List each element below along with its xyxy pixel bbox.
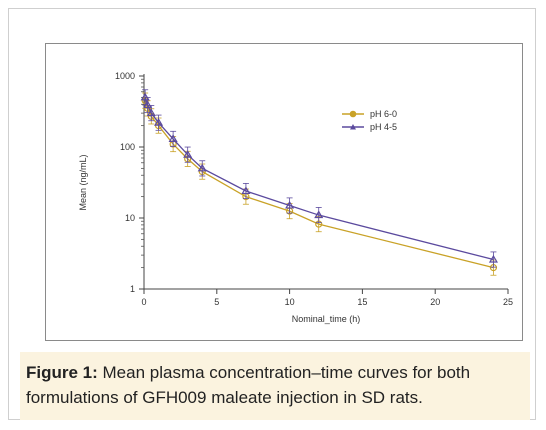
series-2 [140,89,498,268]
series-line [144,97,494,261]
y-tick-label: 10 [125,213,135,223]
data-point [140,92,150,101]
y-tick-label: 1 [130,284,135,294]
x-tick-label: 15 [357,297,367,307]
y-tick-label: 1000 [115,71,135,81]
data-point [488,254,498,263]
legend-label: pH 4-5 [370,122,397,132]
series-line [144,100,494,269]
legend-marker [350,124,356,130]
data-point [168,134,178,142]
y-tick-label: 100 [120,142,135,152]
plot-frame: 1 10 100 1000 0 5 10 15 20 25 Nominal_time (h) Mean… [45,43,523,341]
x-tick-label: 20 [430,297,440,307]
x-axis-label: Nominal_time (h) [292,314,361,324]
series-1 [141,92,498,276]
legend-label: pH 6-0 [370,109,397,119]
data-point [183,149,193,158]
data-point [143,100,153,109]
y-axis-label: Mean (ng/mL) [78,154,88,210]
caption-text: Mean plasma concentration–time curves fo… [26,363,471,407]
data-point [314,210,324,219]
x-tick-label: 0 [141,297,146,307]
x-tick-label: 25 [503,297,513,307]
data-point [285,200,295,209]
legend-marker [349,110,357,118]
chart: 1 10 100 1000 0 5 10 15 20 25 Nominal_time (h) Mean… [78,71,513,324]
x-tick-label: 10 [285,297,295,307]
caption-lead: Figure 1: [26,363,98,382]
x-tick-label: 5 [214,297,219,307]
data-point [197,163,207,172]
data-point [154,118,164,126]
data-point [146,108,156,117]
data-point [241,186,251,195]
figure-caption: Figure 1: Mean plasma concentration–time… [20,352,530,420]
figure-box: 1 10 100 1000 0 5 10 15 20 25 Nominal_time (h) Mean… [8,8,536,420]
